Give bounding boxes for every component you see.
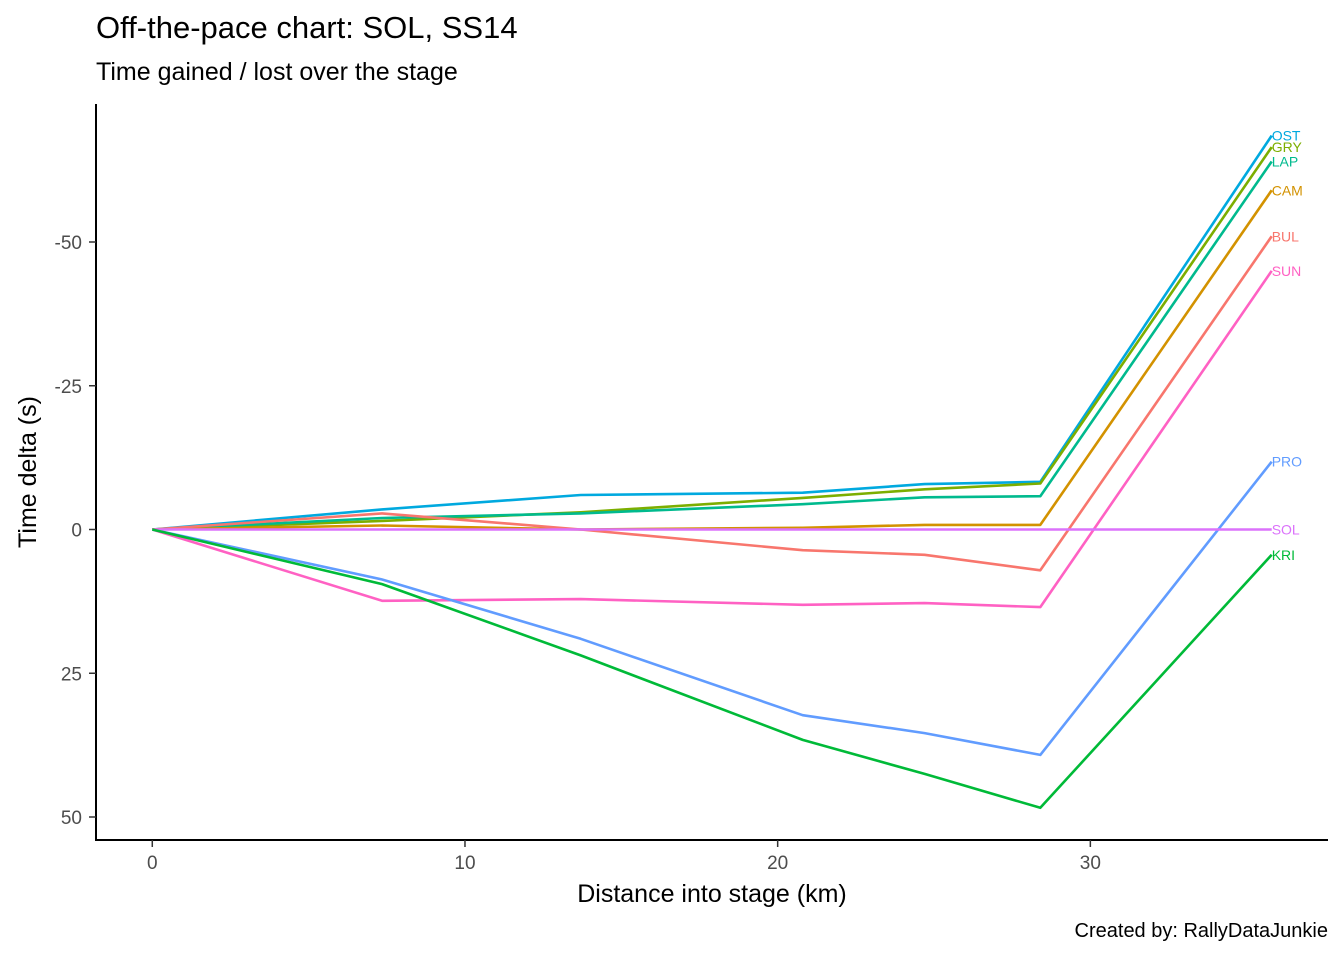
series-label-bul: BUL bbox=[1272, 228, 1299, 244]
series-line-lap bbox=[152, 160, 1273, 531]
chart-title: Off-the-pace chart: SOL, SS14 bbox=[96, 10, 518, 45]
y-tick-label: 50 bbox=[61, 808, 82, 829]
series-line-gry bbox=[152, 146, 1273, 531]
series-line-kri bbox=[151, 528, 1273, 810]
x-tick-label: 20 bbox=[767, 853, 788, 874]
series-label-pro: PRO bbox=[1272, 454, 1302, 470]
chart-subtitle: Time gained / lost over the stage bbox=[96, 58, 458, 86]
series-line-pro bbox=[152, 460, 1273, 757]
series-label-kri: KRI bbox=[1272, 547, 1295, 563]
y-tick-label: 0 bbox=[71, 521, 82, 542]
y-tick-label: -25 bbox=[55, 377, 82, 398]
chart-caption: Created by: RallyDataJunkie bbox=[1074, 920, 1328, 942]
series-line-ost bbox=[152, 134, 1273, 531]
series-label-cam: CAM bbox=[1272, 182, 1303, 198]
axis-ticks: 0 10 20 30 -50 -25 0 25 50 bbox=[55, 233, 1101, 874]
series-label-sun: SUN bbox=[1272, 263, 1302, 279]
y-axis-title: Time delta (s) bbox=[14, 396, 42, 548]
series-line-sun bbox=[151, 270, 1273, 609]
series-label-gry: GRY bbox=[1272, 139, 1303, 155]
series-line-bul bbox=[152, 235, 1273, 572]
y-tick-label: -50 bbox=[55, 233, 82, 254]
x-axis-title: Distance into stage (km) bbox=[577, 880, 847, 908]
series-line-cam bbox=[152, 189, 1273, 531]
series-label-ost: OST bbox=[1272, 128, 1301, 144]
series-label-sol: SOL bbox=[1272, 522, 1300, 538]
series-label-lap: LAP bbox=[1272, 154, 1298, 170]
x-tick-label: 30 bbox=[1080, 853, 1101, 874]
x-tick-label: 10 bbox=[454, 853, 475, 874]
x-tick-label: 0 bbox=[147, 853, 158, 874]
series-lines bbox=[151, 134, 1273, 810]
y-tick-label: 25 bbox=[61, 664, 82, 685]
